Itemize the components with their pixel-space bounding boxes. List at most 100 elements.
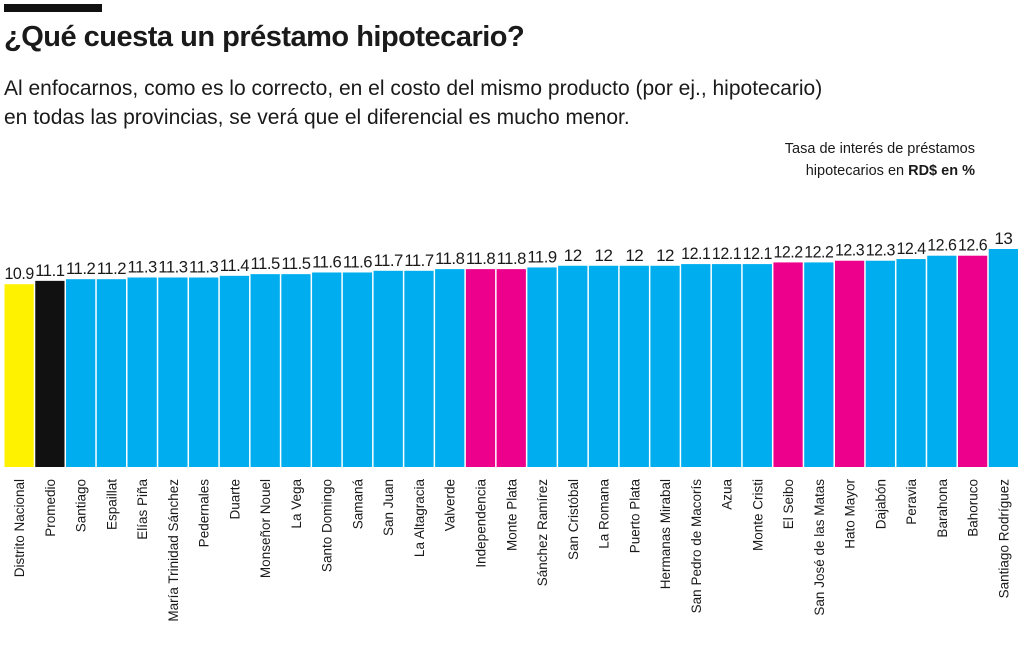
x-tick-label: San Pedro de Macorís (689, 479, 704, 614)
x-tick-label: Peravia (904, 479, 919, 525)
x-tick-label: Hermanas Mirabal (658, 479, 673, 589)
value-label: 11.1 (35, 261, 64, 280)
bar (927, 255, 957, 467)
value-label: 11.5 (251, 254, 280, 273)
x-tick-label: Monte Plata (504, 479, 519, 552)
bar (465, 269, 496, 467)
value-label: 11.5 (281, 254, 310, 273)
value-label: 12.6 (958, 236, 987, 255)
bar (312, 272, 342, 467)
x-tick-label: El Seibo (781, 479, 796, 529)
bar (281, 274, 311, 467)
bar (373, 270, 403, 467)
subtitle-line: Al enfocarnos, como es lo correcto, en e… (4, 77, 822, 100)
x-tick-label: Independencia (473, 479, 488, 568)
value-label: 10.9 (5, 264, 34, 283)
bar (4, 284, 34, 467)
bar (158, 277, 188, 467)
value-label: 12 (656, 246, 674, 265)
bar (896, 259, 926, 467)
x-tick-label: Monseñor Nouel (258, 479, 273, 578)
value-label: 11.7 (404, 251, 433, 270)
value-label: 11.2 (66, 259, 95, 278)
title-rule (4, 4, 102, 12)
bar (35, 280, 65, 467)
value-label: 12.6 (927, 236, 956, 255)
x-tick-label: Barahona (935, 479, 950, 538)
x-tick-label: San Juan (381, 479, 396, 536)
value-label: 11.3 (128, 258, 157, 277)
x-tick-label: Valverde (443, 479, 458, 531)
x-tick-label: Elías Piña (135, 479, 150, 540)
note-line: Tasa de interés de préstamos (785, 141, 975, 157)
value-label: 11.8 (435, 249, 464, 268)
bar (189, 277, 219, 467)
value-label: 12.1 (681, 244, 710, 263)
bar (127, 277, 157, 467)
bar (742, 264, 772, 467)
x-tick-label: Duarte (227, 479, 242, 520)
x-tick-label: Samaná (350, 479, 365, 530)
note-line: hipotecarios en RD$ en % (806, 163, 975, 179)
value-label: 12 (564, 246, 582, 265)
value-label: 12.1 (743, 244, 772, 263)
value-label: 11.3 (158, 258, 187, 277)
bar (619, 265, 649, 467)
bar (957, 255, 988, 467)
x-tick-label: San José de las Matas (812, 479, 827, 616)
value-label: 12.3 (835, 241, 864, 260)
bar (865, 260, 895, 467)
value-label: 12.2 (773, 242, 802, 261)
value-label: 13 (994, 229, 1012, 248)
x-tick-label: Santiago Rodríguez (996, 479, 1011, 599)
value-label: 12 (625, 246, 643, 265)
value-label: 11.9 (527, 247, 556, 266)
note-unit: RD$ en % (908, 163, 975, 179)
value-label: 11.7 (374, 251, 403, 270)
bar (404, 270, 434, 467)
value-label: 12.3 (866, 241, 895, 260)
subtitle-line: en todas las provincias, se verá que el … (4, 106, 630, 129)
x-tick-label: La Romana (597, 479, 612, 549)
x-tick-label: Promedio (43, 479, 58, 537)
bar (250, 274, 280, 467)
value-label: 11.6 (312, 252, 341, 271)
bar (650, 265, 680, 467)
x-tick-label: Sánchez Ramírez (535, 479, 550, 587)
x-tick-label: Puerto Plata (627, 479, 642, 554)
value-label: 11.8 (497, 249, 526, 268)
bar (804, 262, 834, 467)
bar (66, 279, 96, 467)
value-label: 11.2 (97, 259, 126, 278)
note-text: hipotecarios en (806, 163, 904, 179)
x-tick-label: Pedernales (197, 479, 212, 548)
bar (342, 272, 373, 467)
x-tick-label: La Vega (289, 479, 304, 529)
x-tick-label: Dajabón (873, 479, 888, 529)
bar (527, 267, 557, 467)
value-label: 12.2 (804, 242, 833, 261)
bar (219, 275, 250, 467)
bar (988, 249, 1018, 467)
value-label: 12 (595, 246, 613, 265)
x-tick-label: Hato Mayor (843, 479, 858, 549)
x-tick-label: Bahoruco (966, 479, 981, 537)
x-tick-label: Espaillat (104, 479, 119, 530)
value-label: 12.1 (712, 244, 741, 263)
bar (711, 264, 742, 467)
bar (773, 262, 803, 467)
value-label: 11.4 (220, 256, 249, 275)
x-tick-label: María Trinidad Sánchez (166, 479, 181, 622)
chart-title: ¿Qué cuesta un préstamo hipotecario? (4, 21, 524, 53)
x-tick-label: Santiago (74, 479, 89, 532)
value-label: 11.8 (466, 249, 495, 268)
x-tick-label: La Altagracia (412, 479, 427, 558)
value-label: 12.4 (896, 239, 925, 258)
bar (834, 260, 865, 467)
x-tick-label: Distrito Nacional (12, 479, 27, 577)
bar (558, 265, 588, 467)
bar (588, 265, 619, 467)
bar (681, 264, 711, 467)
